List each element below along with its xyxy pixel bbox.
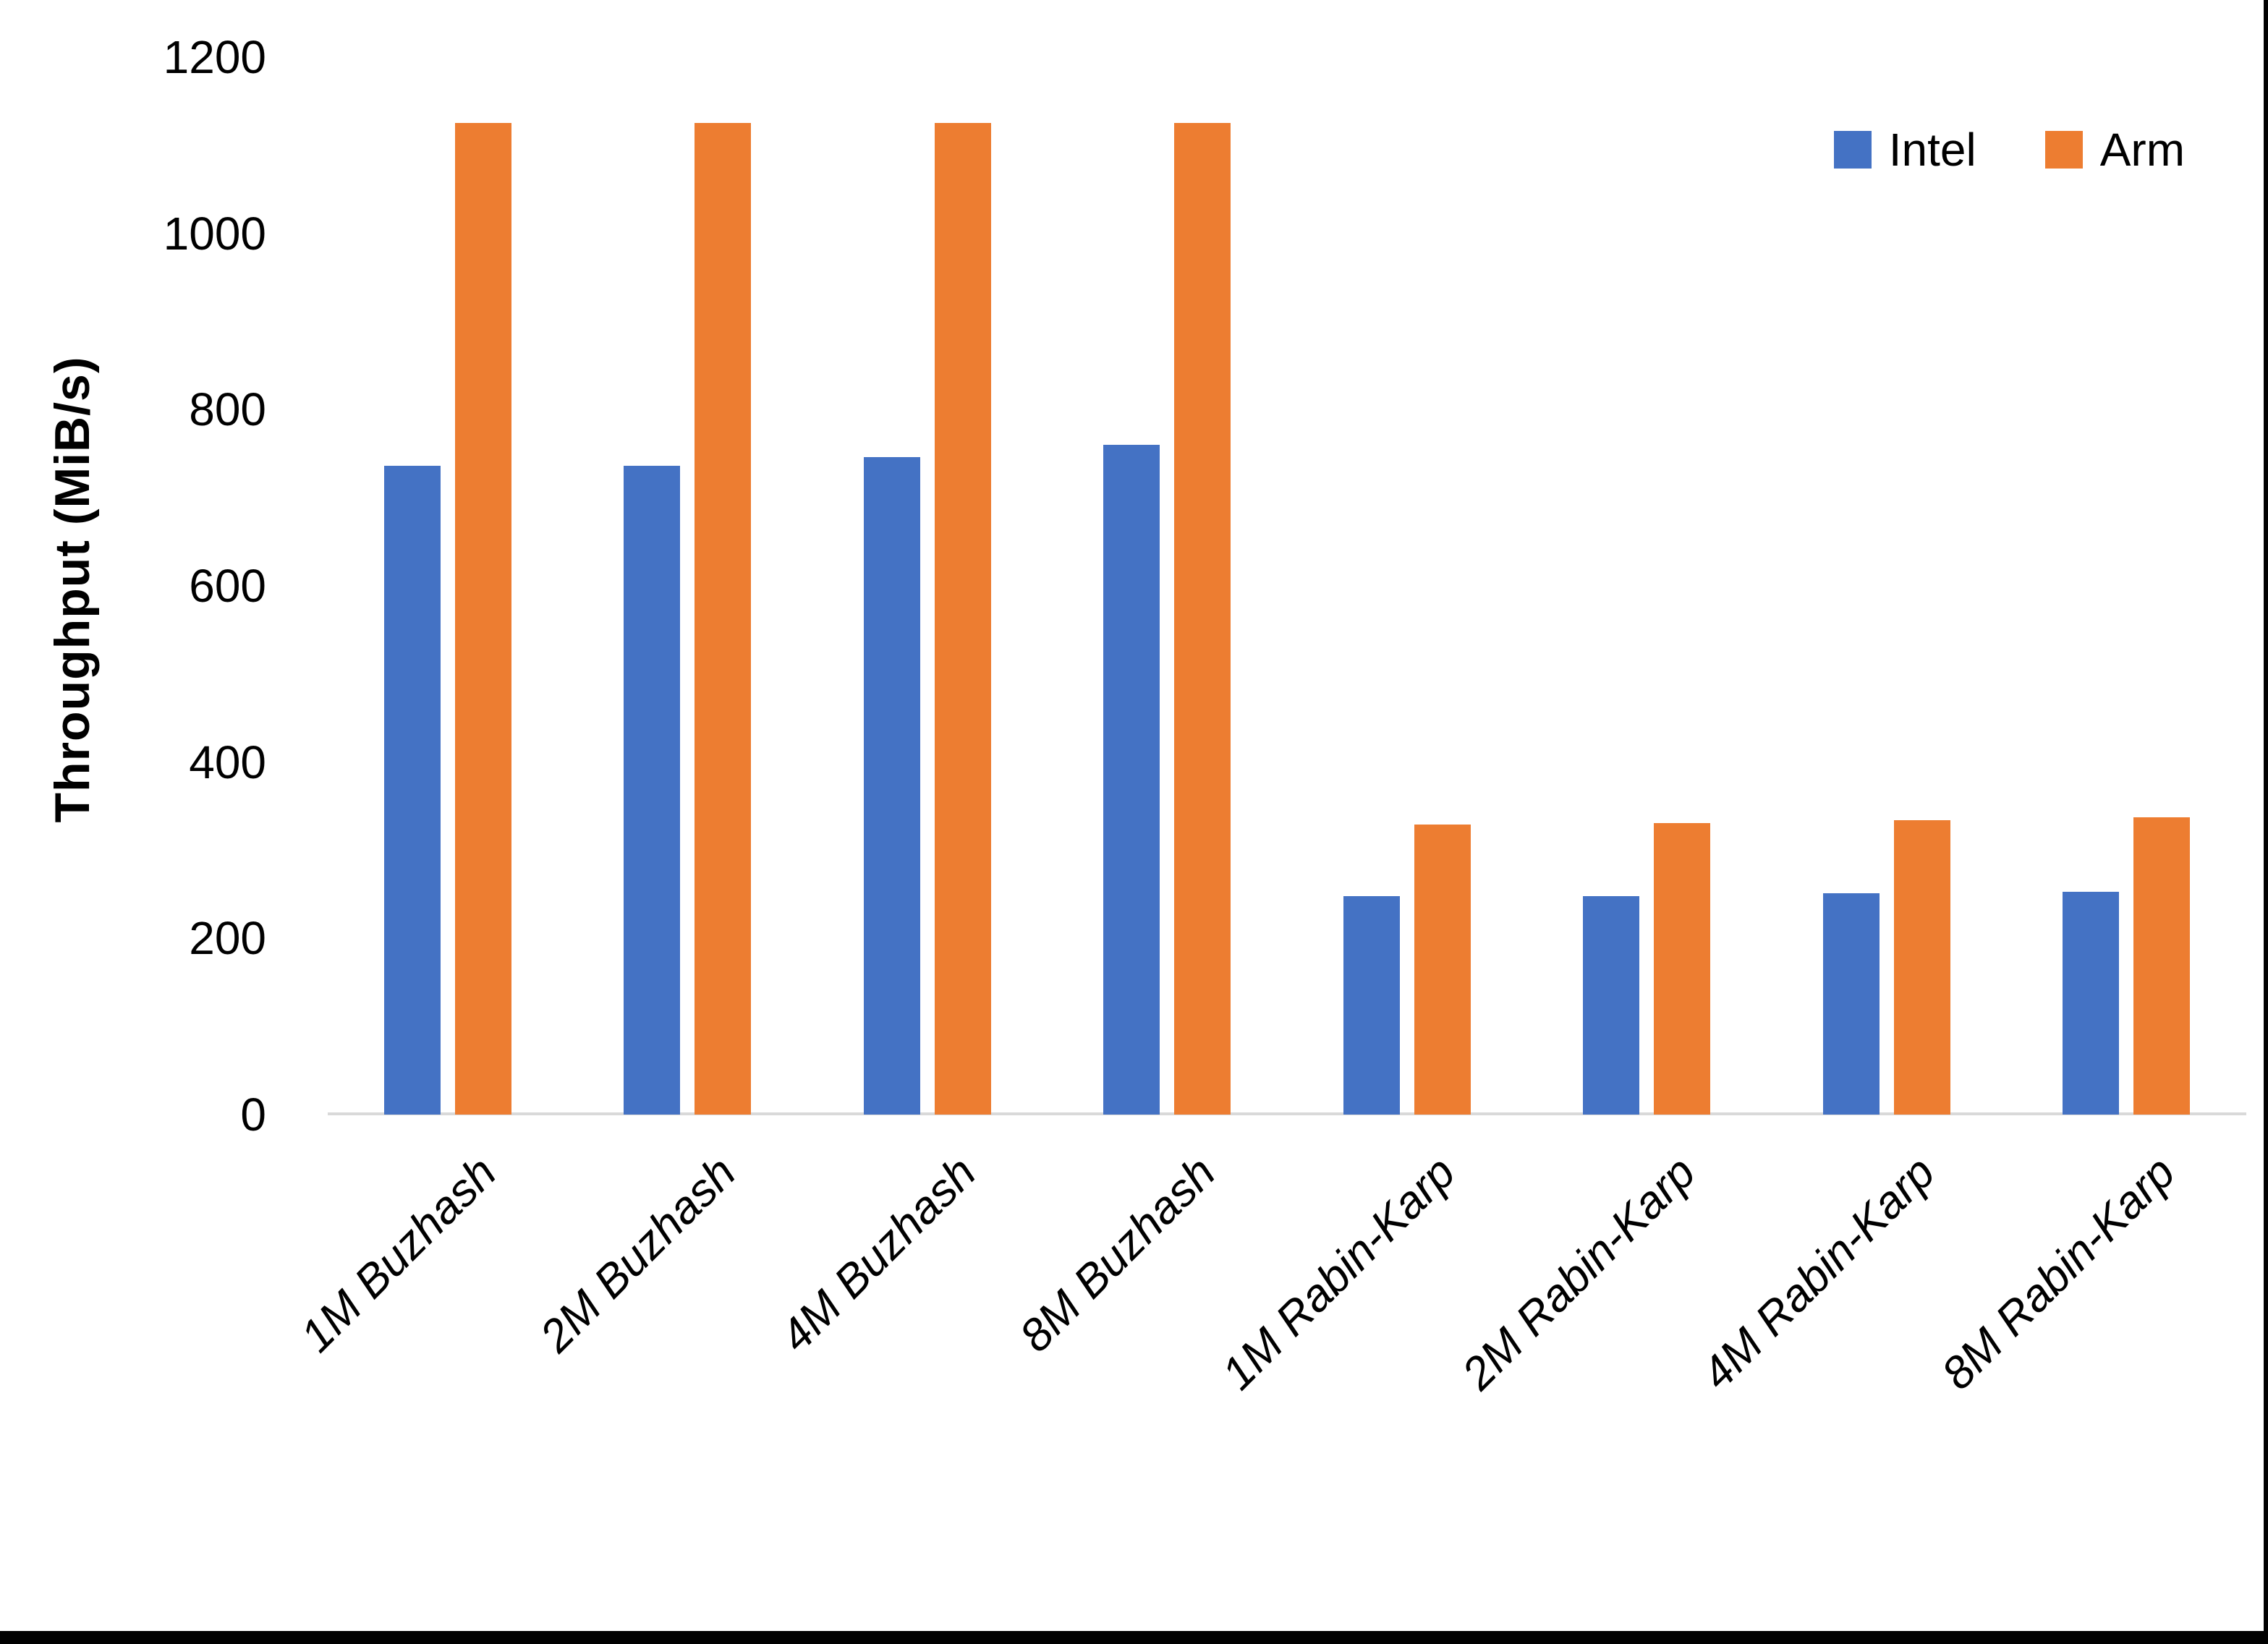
bar-intel-4m-rabin-karp <box>1822 893 1880 1115</box>
bar-arm-1m-rabin-karp <box>1414 825 1471 1115</box>
bar-arm-2m-rabin-karp <box>1654 822 1711 1115</box>
window-border-right <box>2264 0 2268 1644</box>
x-axis-category-label-2m-buzhash: 2M Buzhash <box>530 1146 746 1362</box>
legend-label-arm: Arm <box>2099 124 2185 176</box>
bar-arm-2m-buzhash <box>695 123 752 1115</box>
bar-arm-8m-buzhash <box>1174 123 1231 1115</box>
y-axis-tick-label: 200 <box>189 912 266 965</box>
legend-item-arm: Arm <box>2044 123 2185 176</box>
bar-intel-8m-buzhash <box>1103 445 1160 1115</box>
x-axis-category-label-8m-buzhash: 8M Buzhash <box>1010 1146 1226 1362</box>
legend: Intel Arm <box>1833 123 2185 176</box>
y-axis-tick-label: 400 <box>189 736 266 788</box>
legend-label-intel: Intel <box>1888 124 1976 176</box>
x-axis-category-label-4m-buzhash: 4M Buzhash <box>770 1146 985 1362</box>
bar-intel-8m-rabin-karp <box>2063 891 2120 1115</box>
x-axis-category-label-8m-rabin-karp: 8M Rabin-Karp <box>1932 1146 2185 1400</box>
y-axis-tick-label: 0 <box>240 1089 266 1141</box>
x-axis-line <box>328 1112 2246 1115</box>
y-axis-tick-label: 1000 <box>163 207 266 260</box>
bar-intel-2m-buzhash <box>624 466 681 1115</box>
x-axis-category-label-1m-rabin-karp: 1M Rabin-Karp <box>1212 1146 1465 1400</box>
x-axis-category-label-1m-buzhash: 1M Buzhash <box>290 1146 506 1362</box>
window-border-bottom <box>0 1631 2268 1644</box>
bar-arm-4m-buzhash <box>934 123 991 1115</box>
bar-arm-8m-rabin-karp <box>2133 817 2191 1115</box>
y-axis-tick-label: 1200 <box>163 31 266 83</box>
bar-intel-4m-buzhash <box>863 457 920 1115</box>
legend-swatch-arm <box>2044 131 2083 169</box>
y-axis-tick-label: 800 <box>189 383 266 436</box>
y-axis-tick-label: 600 <box>189 560 266 612</box>
legend-swatch-intel <box>1833 131 1872 169</box>
bar-intel-2m-rabin-karp <box>1583 895 1640 1115</box>
x-axis-category-label-2m-rabin-karp: 2M Rabin-Karp <box>1452 1146 1705 1400</box>
legend-item-intel: Intel <box>1833 123 1976 176</box>
bar-intel-1m-rabin-karp <box>1343 895 1400 1115</box>
bar-arm-1m-buzhash <box>454 123 511 1115</box>
bar-intel-1m-buzhash <box>383 466 441 1115</box>
bar-arm-4m-rabin-karp <box>1893 820 1950 1115</box>
x-axis-category-label-4m-rabin-karp: 4M Rabin-Karp <box>1691 1146 1945 1400</box>
